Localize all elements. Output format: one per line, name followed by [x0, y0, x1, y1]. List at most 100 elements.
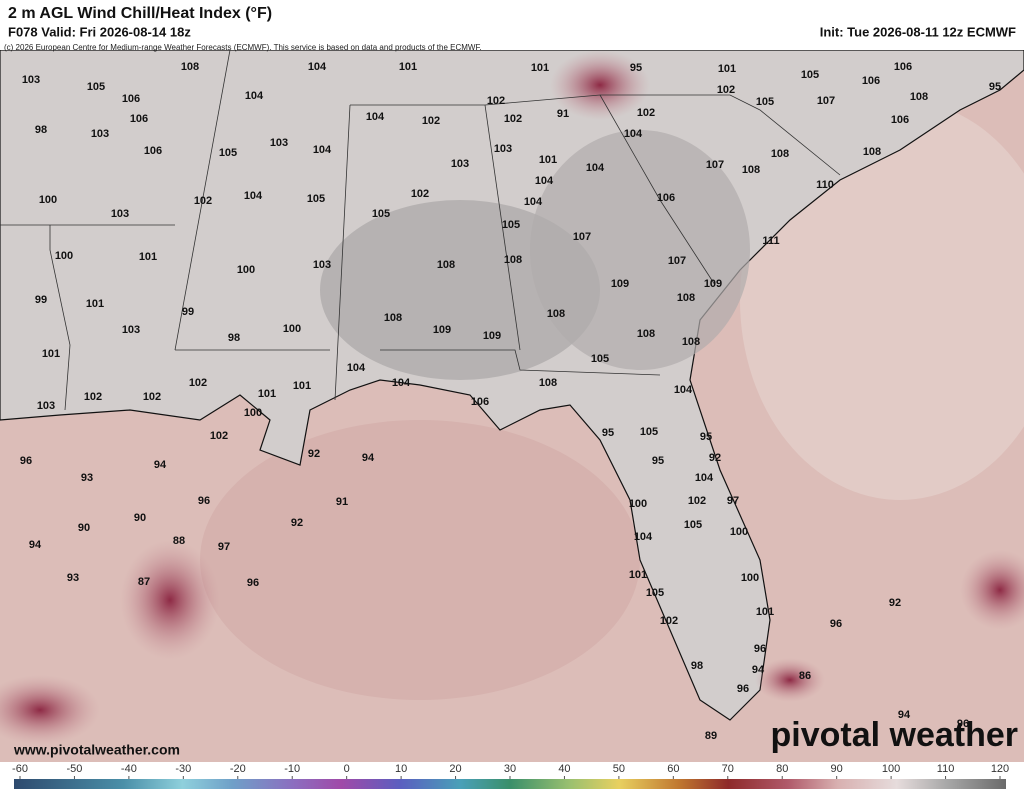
map-value-label: 95	[700, 431, 712, 443]
map-value-label: 96	[20, 455, 32, 467]
map-value-label: 104	[313, 144, 332, 156]
map-value-label: 106	[891, 114, 909, 126]
map-value-label: 93	[67, 572, 79, 584]
map-value-label: 90	[78, 522, 90, 534]
colorbar-tick-label: 110	[937, 763, 955, 775]
map-value-label: 104	[535, 175, 554, 187]
map-value-label: 102	[194, 195, 212, 207]
map-value-label: 99	[182, 306, 194, 318]
init-time: Init: Tue 2026-08-11 12z ECMWF	[820, 24, 1016, 39]
colorbar-tick-label: 30	[504, 763, 516, 775]
map-value-label: 109	[704, 278, 722, 290]
map-value-label: 108	[742, 164, 760, 176]
map-value-label: 101	[756, 606, 774, 618]
colorbar-tick-label: 120	[991, 763, 1009, 775]
map-value-label: 103	[111, 208, 129, 220]
map-value-label: 109	[433, 324, 451, 336]
map-value-label: 105	[684, 519, 702, 531]
map-value-label: 103	[313, 259, 331, 271]
hot-spot	[0, 675, 100, 745]
map-value-label: 92	[709, 452, 721, 464]
map-value-label: 102	[637, 107, 655, 119]
map-value-label: 108	[384, 312, 402, 324]
credit: (c) 2026 European Centre for Medium-rang…	[4, 43, 482, 52]
colorbar-tick-label: 70	[722, 763, 734, 775]
map-value-label: 96	[754, 643, 766, 655]
hot-spot	[755, 658, 825, 702]
map-value-label: 104	[245, 90, 264, 102]
map-value-label: 106	[894, 61, 912, 73]
map-value-label: 87	[138, 576, 150, 588]
map-value-label: 100	[39, 194, 57, 206]
colorbar-tick-label: 90	[831, 763, 843, 775]
map-value-label: 109	[483, 330, 501, 342]
map-value-label: 97	[218, 541, 230, 553]
map-value-label: 94	[898, 709, 911, 721]
map-value-label: 96	[830, 618, 842, 630]
map-value-label: 96	[957, 718, 969, 730]
map-value-label: 104	[634, 531, 653, 543]
map-value-label: 98	[228, 332, 240, 344]
map-value-label: 105	[307, 193, 325, 205]
map-value-label: 106	[122, 93, 140, 105]
colorbar-tick-label: -30	[175, 763, 191, 775]
map-value-label: 108	[637, 328, 655, 340]
map-value-label: 103	[22, 74, 40, 86]
map-value-label: 107	[668, 255, 686, 267]
map-value-label: 89	[705, 730, 717, 742]
colorbar-tick-label: 80	[776, 763, 788, 775]
land	[0, 49, 1024, 721]
map-value-label: 92	[291, 517, 303, 529]
map-value-label: 110	[816, 179, 834, 191]
map-value-label: 103	[122, 324, 140, 336]
map-value-label: 106	[657, 192, 675, 204]
map-value-label: 96	[737, 683, 749, 695]
map-value-label: 105	[372, 208, 390, 220]
header-bg	[0, 0, 1024, 50]
colorbar-tick-label: -20	[230, 763, 246, 775]
map-value-label: 94	[154, 459, 167, 471]
colorbar-tick-label: 40	[558, 763, 570, 775]
colorbar-tick-label: 50	[613, 763, 625, 775]
map-value-label: 98	[35, 124, 47, 136]
map-value-label: 108	[181, 61, 199, 73]
map-value-label: 101	[399, 61, 417, 73]
map-value-label: 95	[630, 62, 642, 74]
map-value-label: 108	[437, 259, 455, 271]
map-value-label: 96	[198, 495, 210, 507]
colorbar-tick-label: 60	[667, 763, 679, 775]
map-value-label: 95	[989, 81, 1001, 93]
map-value-label: 102	[143, 391, 161, 403]
map-value-label: 111	[762, 235, 779, 247]
map-value-label: 101	[293, 380, 311, 392]
map-value-label: 106	[862, 75, 880, 87]
map-value-label: 109	[611, 278, 629, 290]
map-value-label: 108	[910, 91, 928, 103]
map-value-label: 102	[504, 113, 522, 125]
map-value-label: 92	[308, 448, 320, 460]
hot-spot	[960, 550, 1024, 630]
map-value-label: 108	[682, 336, 700, 348]
map-value-label: 91	[336, 496, 348, 508]
map-value-label: 101	[42, 348, 60, 360]
map-value-label: 105	[801, 69, 819, 81]
colorbar-tick-label: 0	[344, 763, 350, 775]
map-value-label: 106	[130, 113, 148, 125]
map-value-label: 105	[640, 426, 658, 438]
map-value-label: 102	[411, 188, 429, 200]
map-value-label: 103	[494, 143, 512, 155]
map-value-label: 103	[91, 128, 109, 140]
map-value-label: 104	[244, 190, 263, 202]
map-value-label: 102	[84, 391, 102, 403]
map-value-label: 100	[741, 572, 759, 584]
map-value-label: 92	[889, 597, 901, 609]
map-value-label: 101	[531, 62, 549, 74]
map-value-label: 103	[451, 158, 469, 170]
colorbar-tick-label: -10	[284, 763, 300, 775]
map-value-label: 108	[504, 254, 522, 266]
map-value-label: 100	[237, 264, 255, 276]
map-value-label: 102	[487, 95, 505, 107]
map-value-label: 96	[247, 577, 259, 589]
